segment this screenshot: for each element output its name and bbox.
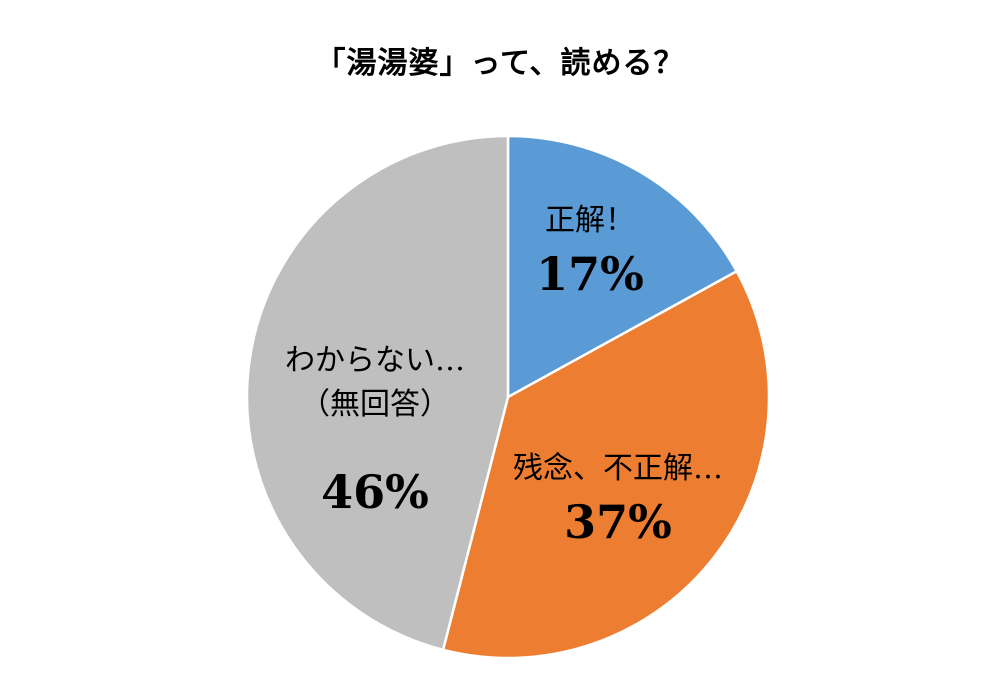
chart-title: 「湯湯婆」って、読める？ bbox=[315, 46, 685, 81]
pie-slices bbox=[245, 134, 771, 660]
pie-slice-1 bbox=[441, 269, 771, 660]
slice-label-2-line-0: わからない… bbox=[285, 343, 465, 378]
pie-slice-2 bbox=[245, 134, 510, 652]
slice-label-1-line-0: 残念、不正解… bbox=[513, 451, 723, 486]
slice-percent-2: 46% bbox=[321, 465, 429, 519]
pie-labels: 正解！ 17% 残念、不正解… 37% わからない… （無回答） 46% bbox=[285, 203, 723, 549]
slice-percent-0: 17% bbox=[536, 247, 644, 301]
slice-label-0-line-0: 正解！ bbox=[545, 203, 635, 238]
pie-slice-0 bbox=[506, 134, 739, 400]
slice-percent-1: 37% bbox=[564, 495, 672, 549]
slice-label-2-line-1: （無回答） bbox=[300, 387, 450, 422]
